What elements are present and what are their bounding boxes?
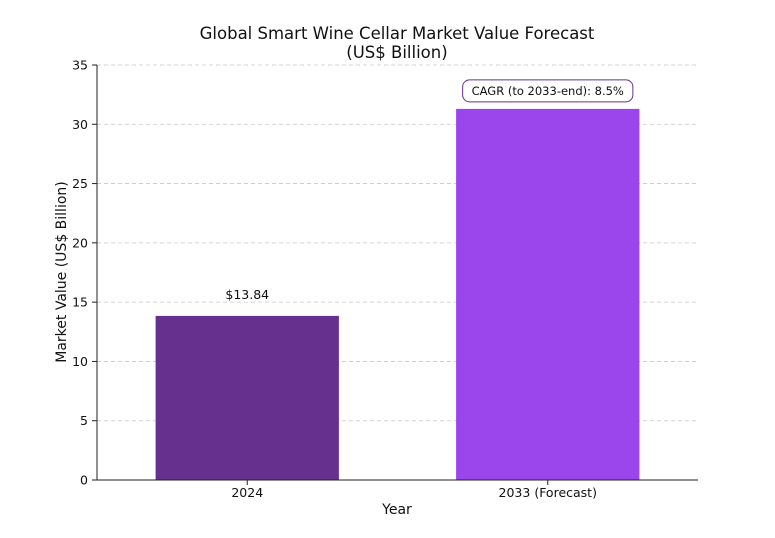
y-tick-label: 10 <box>72 354 88 369</box>
y-tick-label: 5 <box>80 413 88 428</box>
y-tick-label: 25 <box>72 176 88 191</box>
chart-subtitle: (US$ Billion) <box>346 43 447 62</box>
cagr-annotation: CAGR (to 2033-end): 8.5% <box>462 79 634 103</box>
x-tick-label: 2024 <box>231 485 263 500</box>
data-label: $13.84 <box>225 287 269 302</box>
x-tick-label: 2033 (Forecast) <box>499 485 597 500</box>
y-tick-label: 30 <box>72 117 88 132</box>
y-axis-label: Market Value (US$ Billion) <box>54 181 70 363</box>
axes-layer <box>96 65 698 481</box>
cagr-annotation-box <box>462 79 634 103</box>
chart-title: Global Smart Wine Cellar Market Value Fo… <box>200 24 595 43</box>
bars-layer <box>155 108 640 480</box>
x-axis-ticks: 2024 2033 (Forecast) <box>231 480 597 500</box>
cagr-annotation-text: CAGR (to 2033-end): 8.5% <box>472 84 624 98</box>
y-tick-label: 35 <box>72 58 88 73</box>
y-tick-label: 20 <box>72 235 88 250</box>
y-tick-label: 15 <box>72 295 88 310</box>
x-axis-label: Year <box>381 502 412 518</box>
y-tick-label: 0 <box>80 473 88 488</box>
y-axis-ticks: 0 5 10 15 20 25 30 35 <box>72 58 97 488</box>
bar <box>456 108 640 480</box>
bar <box>155 315 339 480</box>
data-labels: $13.84 <box>225 287 269 302</box>
